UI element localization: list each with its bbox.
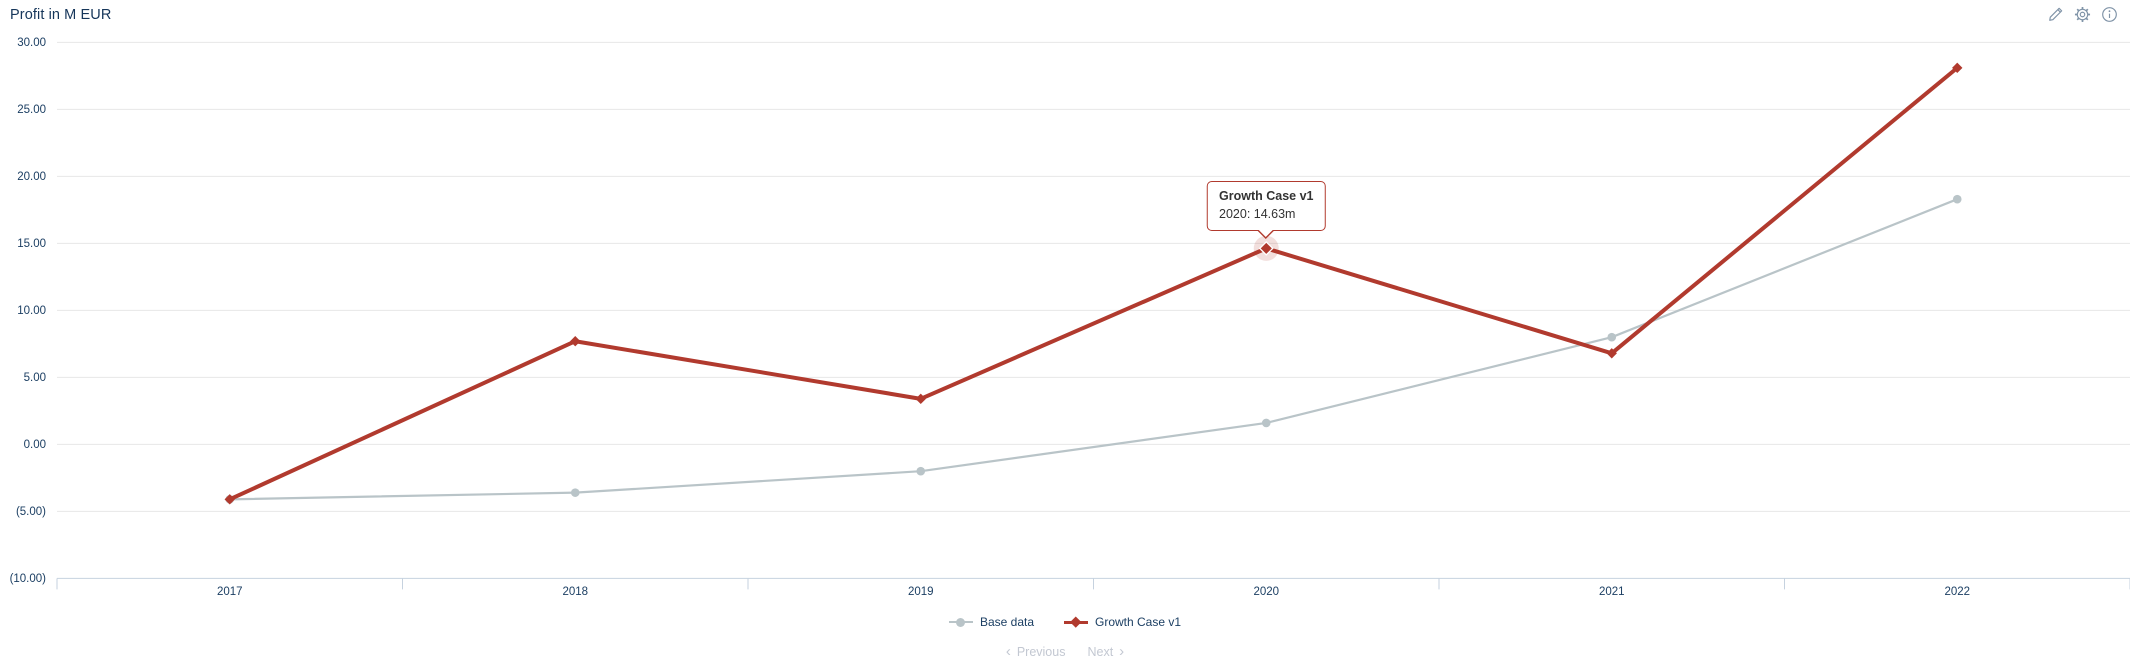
tooltip-series-name: Growth Case v1 [1219,189,1314,204]
chevron-left-icon: ‹ [1005,643,1011,660]
chart-header: Profit in M EUR [0,0,2130,32]
y-axis-label: 20.00 [17,171,46,183]
chart-title: Profit in M EUR [10,7,112,23]
pagination: ‹ Previous Next › [0,643,2130,660]
legend-marker-diamond [1064,616,1088,628]
x-axis-label: 2020 [1253,586,1279,598]
previous-button[interactable]: ‹ Previous [1005,643,1066,660]
previous-label: Previous [1016,645,1066,659]
legend-label: Growth Case v1 [1095,615,1182,629]
data-point-base-data-2020[interactable] [1261,418,1271,428]
data-point-base-data-2018[interactable] [570,488,580,497]
data-point-growth-case-v1-2022[interactable] [1952,62,1963,74]
y-axis-label: 30.00 [17,37,46,49]
y-axis-label: (5.00) [16,506,46,518]
y-axis-label: 15.00 [17,238,46,250]
tooltip-value: 2020: 14.63m [1219,206,1296,221]
chart-tooltip: Growth Case v1 2020: 14.63m [1207,181,1326,232]
edit-icon[interactable] [2047,6,2064,23]
next-button[interactable]: Next › [1087,643,1125,660]
x-axis-label: 2019 [908,586,934,598]
legend-marker-circle [948,617,973,628]
x-axis-label: 2017 [217,586,243,598]
chart-legend: Base data Growth Case v1 [0,613,2130,631]
x-axis-label: 2022 [1944,586,1970,598]
y-axis-label: 0.00 [24,439,46,451]
profit-line-chart-canvas[interactable]: 30.00 25.00 20.00 15.00 10.00 5.00 0.00 (5.00) (… [0,0,2130,606]
next-label: Next [1087,645,1114,659]
legend-item-growth-case-v1[interactable]: Growth Case v1 [1064,615,1181,629]
y-axis-label: (10.00) [10,573,47,585]
x-axis-label: 2018 [562,586,588,598]
y-axis-label: 5.00 [24,372,46,384]
data-point-growth-case-v1-2018[interactable] [570,336,581,347]
y-axis-label: 25.00 [17,104,46,116]
chevron-right-icon: › [1119,643,1125,660]
data-point-growth-case-v1-2019[interactable] [915,393,926,405]
info-icon[interactable] [2101,6,2118,23]
x-axis-label: 2021 [1599,586,1625,598]
data-point-base-data-2021[interactable] [1607,332,1617,342]
data-point-base-data-2022[interactable] [1952,194,1962,204]
legend-item-base-data[interactable]: Base data [948,615,1034,629]
chart-toolbar [2047,6,2118,23]
y-axis-label: 10.00 [17,305,46,317]
legend-label: Base data [979,615,1034,629]
series-line-growth-case-v1[interactable] [228,66,1959,502]
data-point-growth-case-v1-2021[interactable] [1606,348,1617,359]
data-point-base-data-2019[interactable] [916,466,926,476]
settings-gear-icon[interactable] [2074,6,2091,23]
data-point-growth-case-v1-2020[interactable] [1258,240,1274,256]
data-point-growth-case-v1-2017[interactable] [224,494,235,505]
series-line-base-data[interactable] [229,198,1958,501]
